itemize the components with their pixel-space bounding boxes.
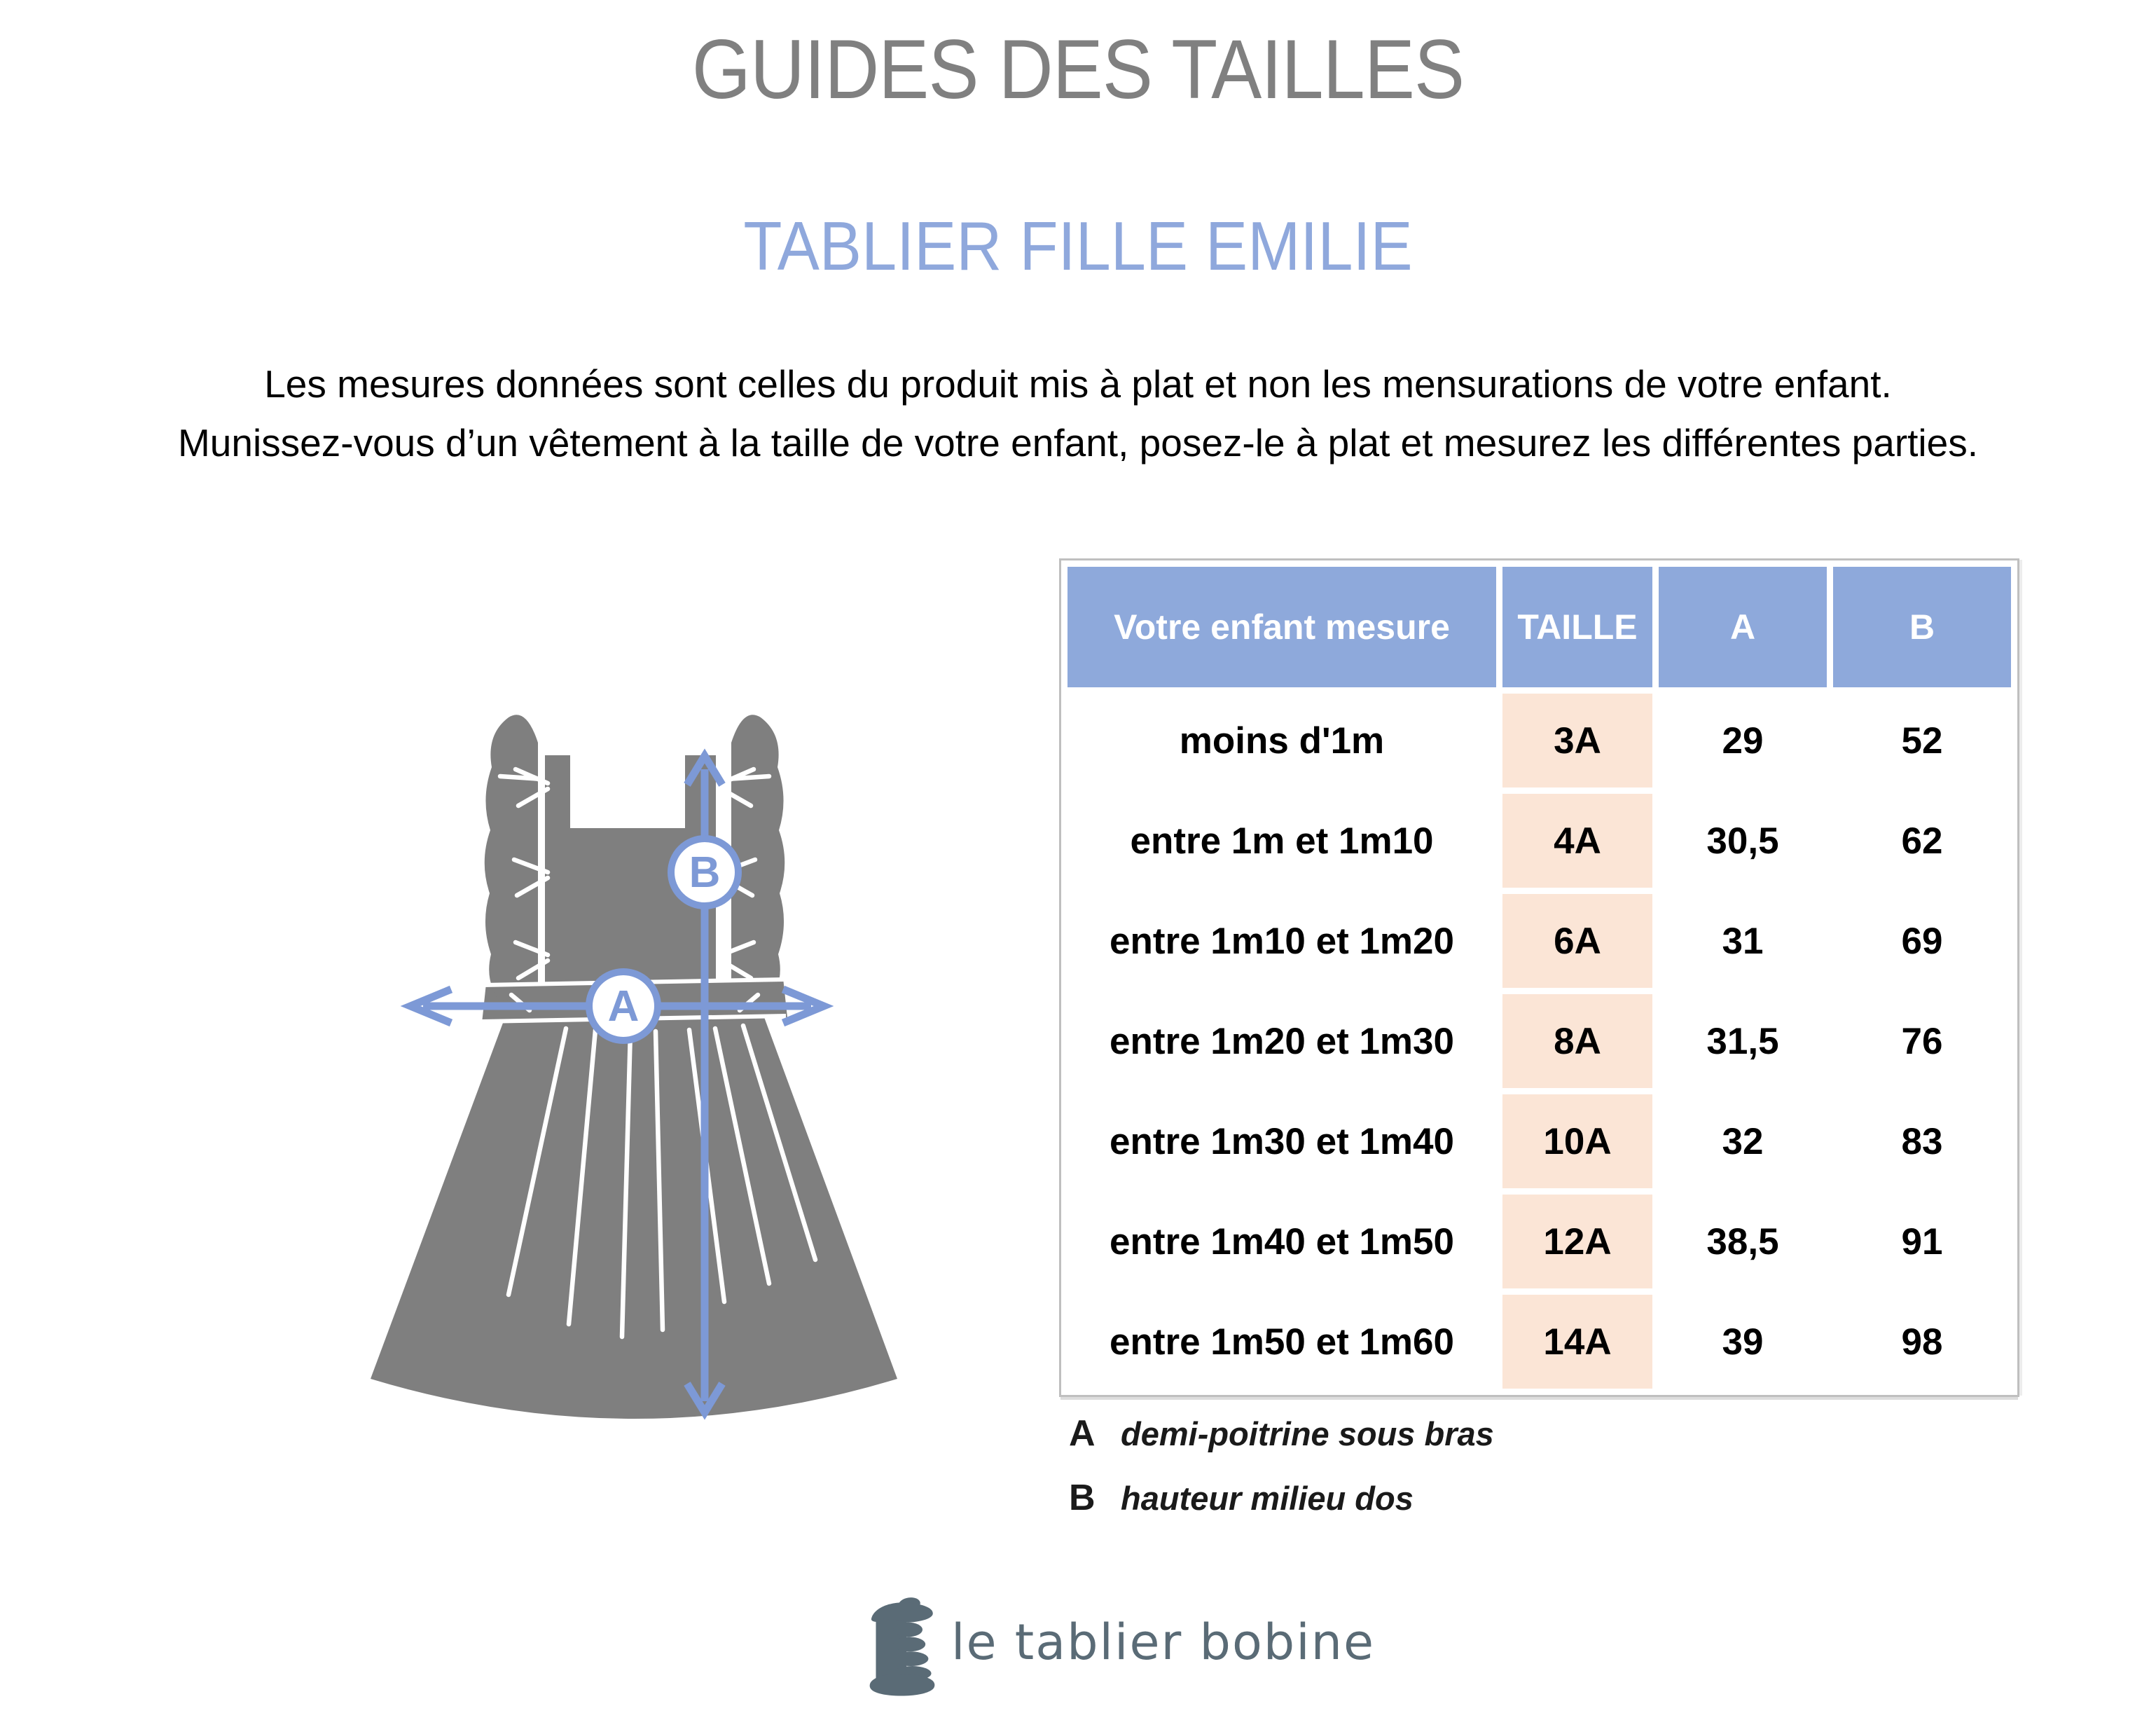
table-row: entre 1m et 1m10 4A 30,5 62 xyxy=(1067,794,2011,888)
size-table-header-row: Votre enfant mesure TAILLE A B xyxy=(1067,567,2011,687)
page-title: GUIDES DES TAILLES xyxy=(691,22,1465,116)
table-row: entre 1m50 et 1m60 14A 39 98 xyxy=(1067,1295,2011,1389)
column-header-taille: TAILLE xyxy=(1502,567,1652,687)
cell-a: 30,5 xyxy=(1659,794,1827,888)
cell-mesure: entre 1m50 et 1m60 xyxy=(1067,1295,1496,1389)
cell-b: 98 xyxy=(1833,1295,2011,1389)
table-row: entre 1m10 et 1m20 6A 31 69 xyxy=(1067,894,2011,988)
legend-item-b: B hauteur milieu dos xyxy=(1069,1477,1494,1519)
apron-measurement-diagram: B A xyxy=(361,701,908,1433)
spool-icon xyxy=(869,1597,935,1696)
cell-taille: 8A xyxy=(1502,994,1652,1088)
cell-a: 29 xyxy=(1659,694,1827,787)
intro-text: Les mesures données sont celles du produ… xyxy=(0,355,2156,472)
cell-a: 31 xyxy=(1659,894,1827,988)
cell-taille: 10A xyxy=(1502,1094,1652,1188)
apron-left-ruffle xyxy=(484,715,538,1002)
product-subtitle: TABLIER FILLE EMILIE xyxy=(743,207,1413,284)
measure-label-a: A xyxy=(608,982,640,1031)
measure-label-a-badge: A xyxy=(586,968,661,1044)
column-header-a: A xyxy=(1659,567,1827,687)
cell-mesure: entre 1m30 et 1m40 xyxy=(1067,1094,1496,1188)
intro-line-1: Les mesures données sont celles du produ… xyxy=(264,362,1892,406)
size-table: Votre enfant mesure TAILLE A B moins d'1… xyxy=(1059,558,2019,1397)
cell-taille: 14A xyxy=(1502,1295,1652,1389)
table-row: entre 1m30 et 1m40 10A 32 83 xyxy=(1067,1094,2011,1188)
apron-skirt-shape xyxy=(371,1017,897,1419)
legend-text-b: hauteur milieu dos xyxy=(1121,1480,1414,1517)
measure-label-b-badge: B xyxy=(668,835,742,909)
cell-b: 52 xyxy=(1833,694,2011,787)
cell-taille: 12A xyxy=(1502,1195,1652,1288)
table-row: entre 1m20 et 1m30 8A 31,5 76 xyxy=(1067,994,2011,1088)
cell-taille: 4A xyxy=(1502,794,1652,888)
measure-label-b: B xyxy=(689,848,721,897)
legend-key-a: A xyxy=(1069,1413,1096,1454)
table-row: moins d'1m 3A 29 52 xyxy=(1067,694,2011,787)
cell-a: 31,5 xyxy=(1659,994,1827,1088)
skirt-pleat-lines xyxy=(506,1023,818,1340)
cell-a: 39 xyxy=(1659,1295,1827,1389)
legend: A demi-poitrine sous bras B hauteur mili… xyxy=(1069,1412,1494,1541)
cell-b: 62 xyxy=(1833,794,2011,888)
cell-mesure: entre 1m10 et 1m20 xyxy=(1067,894,1496,988)
cell-taille: 3A xyxy=(1502,694,1652,787)
cell-mesure: entre 1m et 1m10 xyxy=(1067,794,1496,888)
legend-item-a: A demi-poitrine sous bras xyxy=(1069,1412,1494,1454)
brand-name: le tablier bobine xyxy=(951,1614,1376,1671)
brand-logo: le tablier bobine xyxy=(867,1596,1375,1698)
cell-b: 91 xyxy=(1833,1195,2011,1288)
cell-mesure: entre 1m20 et 1m30 xyxy=(1067,994,1496,1088)
column-header-b: B xyxy=(1833,567,2011,687)
legend-key-b: B xyxy=(1069,1478,1096,1518)
cell-a: 32 xyxy=(1659,1094,1827,1188)
cell-b: 83 xyxy=(1833,1094,2011,1188)
intro-line-2: Munissez-vous d’un vêtement à la taille … xyxy=(177,421,1979,465)
table-row: entre 1m40 et 1m50 12A 38,5 91 xyxy=(1067,1195,2011,1288)
cell-mesure: moins d'1m xyxy=(1067,694,1496,787)
cell-b: 69 xyxy=(1833,894,2011,988)
cell-taille: 6A xyxy=(1502,894,1652,988)
column-header-mesure: Votre enfant mesure xyxy=(1067,567,1496,687)
cell-mesure: entre 1m40 et 1m50 xyxy=(1067,1195,1496,1288)
apron-bodice-shape xyxy=(545,755,716,989)
apron-right-ruffle xyxy=(731,715,785,1002)
cell-b: 76 xyxy=(1833,994,2011,1088)
cell-a: 38,5 xyxy=(1659,1195,1827,1288)
legend-text-a: demi-poitrine sous bras xyxy=(1121,1415,1494,1452)
